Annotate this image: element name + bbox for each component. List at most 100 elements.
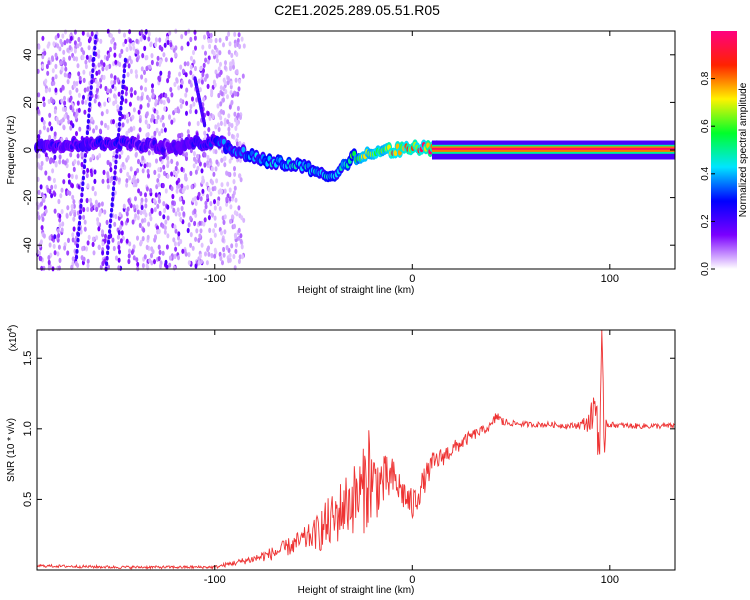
heatmap-cell bbox=[153, 169, 157, 175]
heatmap-cell bbox=[186, 61, 190, 67]
heatmap-cell bbox=[98, 153, 102, 159]
heatmap-cell bbox=[214, 222, 217, 228]
snr-y-tick-label: 0.5 bbox=[22, 492, 34, 507]
heatmap-cell bbox=[39, 256, 43, 262]
heatmap-cell bbox=[136, 49, 140, 56]
heatmap-cell bbox=[141, 236, 145, 242]
heatmap-cell bbox=[233, 232, 237, 238]
heatmap-cell bbox=[201, 188, 205, 194]
snr-y-label: SNR (10 * v/v) bbox=[6, 418, 17, 482]
heatmap-cell bbox=[85, 197, 89, 204]
heatmap-cell bbox=[147, 173, 150, 179]
heatmap-cell bbox=[66, 114, 70, 120]
heatmap-cell bbox=[233, 185, 237, 191]
heatmap-cell bbox=[172, 117, 176, 123]
heatmap-cell bbox=[191, 197, 195, 203]
heatmap-cell bbox=[126, 118, 130, 124]
heatmap-cell bbox=[119, 224, 123, 230]
heatmap-cell bbox=[41, 216, 45, 222]
heatmap-cell bbox=[186, 184, 190, 190]
heatmap-cell bbox=[225, 245, 229, 251]
heatmap-cell bbox=[93, 39, 97, 45]
heatmap-cell bbox=[227, 171, 231, 177]
heatmap-cell bbox=[70, 204, 74, 210]
heatmap-cell bbox=[91, 153, 95, 160]
heatmap-cell bbox=[46, 127, 50, 133]
heatmap-cell bbox=[52, 80, 56, 86]
heatmap-cell bbox=[136, 168, 140, 174]
heatmap-cell bbox=[50, 55, 54, 61]
heatmap-cell bbox=[52, 41, 56, 47]
heatmap-cell bbox=[140, 204, 144, 211]
heatmap-cell bbox=[161, 114, 165, 120]
heatmap-cell bbox=[164, 259, 168, 265]
heatmap-cell bbox=[191, 96, 194, 102]
heatmap-cell bbox=[86, 167, 90, 174]
heatmap-cell bbox=[230, 52, 234, 59]
heatmap-cell bbox=[190, 184, 194, 190]
heatmap-cell bbox=[80, 255, 84, 261]
heatmap-cell bbox=[63, 114, 67, 120]
heatmap-cell bbox=[56, 228, 60, 234]
heatmap-cell bbox=[209, 38, 213, 44]
heatmap-cell bbox=[99, 38, 103, 44]
heatmap-cell bbox=[179, 216, 183, 223]
heatmap-cell bbox=[141, 263, 145, 269]
heatmap-cell bbox=[215, 73, 219, 79]
heatmap-cell bbox=[42, 96, 46, 102]
heatmap-cell bbox=[134, 69, 138, 75]
heatmap-cell bbox=[197, 78, 201, 84]
heatmap-cell bbox=[75, 81, 79, 87]
heatmap-marks bbox=[34, 28, 675, 272]
heatmap-cell bbox=[68, 55, 72, 61]
heatmap-cell bbox=[42, 120, 46, 126]
heatmap-cell bbox=[159, 263, 162, 269]
heatmap-cell bbox=[40, 225, 44, 231]
colorbar-tick-label: 0.2 bbox=[700, 214, 711, 228]
heatmap-cell bbox=[84, 99, 88, 105]
heatmap-cell bbox=[125, 46, 129, 53]
heatmap-cell bbox=[111, 191, 115, 197]
heatmap-cell bbox=[144, 119, 148, 125]
heatmap-cell bbox=[44, 88, 48, 94]
heatmap-cell bbox=[227, 126, 231, 132]
heatmap-cell bbox=[125, 130, 129, 136]
heatmap-cell bbox=[221, 260, 224, 266]
heatmap-cell bbox=[166, 96, 170, 103]
heatmap-cell bbox=[228, 158, 232, 164]
heatmap-cell bbox=[132, 125, 136, 131]
heatmap-cell bbox=[60, 209, 64, 215]
heatmap-cell bbox=[158, 249, 162, 255]
heatmap-cell bbox=[155, 127, 159, 133]
heatmap-cell bbox=[208, 209, 212, 215]
heatmap-cell bbox=[218, 37, 222, 43]
heatmap-cell bbox=[235, 121, 239, 127]
heatmap-cell bbox=[108, 229, 112, 234]
heatmap-cell bbox=[83, 226, 87, 232]
heatmap-cell bbox=[60, 137, 64, 143]
heatmap-cell bbox=[223, 162, 227, 168]
snr-y-multiplier: (x104) bbox=[7, 325, 19, 352]
heatmap-cell bbox=[80, 192, 84, 198]
heatmap-cell bbox=[132, 255, 136, 261]
heatmap-cell bbox=[196, 165, 200, 171]
heatmap-y-tick-label: -20 bbox=[22, 190, 34, 206]
heatmap-cell bbox=[70, 173, 74, 179]
heatmap-cell bbox=[237, 86, 241, 92]
heatmap-cell bbox=[214, 69, 218, 75]
heatmap-cell bbox=[108, 162, 112, 168]
heatmap-cell bbox=[220, 91, 224, 97]
heatmap-cell bbox=[81, 99, 85, 105]
heatmap-cell bbox=[100, 59, 104, 65]
heatmap-cell bbox=[150, 59, 154, 66]
heatmap-cell bbox=[206, 83, 210, 89]
heatmap-cell bbox=[111, 237, 115, 243]
heatmap-cell bbox=[180, 183, 184, 189]
heatmap-cell bbox=[218, 50, 222, 56]
heatmap-cell bbox=[155, 118, 159, 125]
heatmap-cell bbox=[143, 35, 147, 41]
heatmap-cell bbox=[191, 245, 195, 251]
snr-x-tick-label: 0 bbox=[409, 574, 415, 586]
heatmap-cell bbox=[69, 125, 73, 131]
heatmap-cell bbox=[222, 156, 226, 162]
